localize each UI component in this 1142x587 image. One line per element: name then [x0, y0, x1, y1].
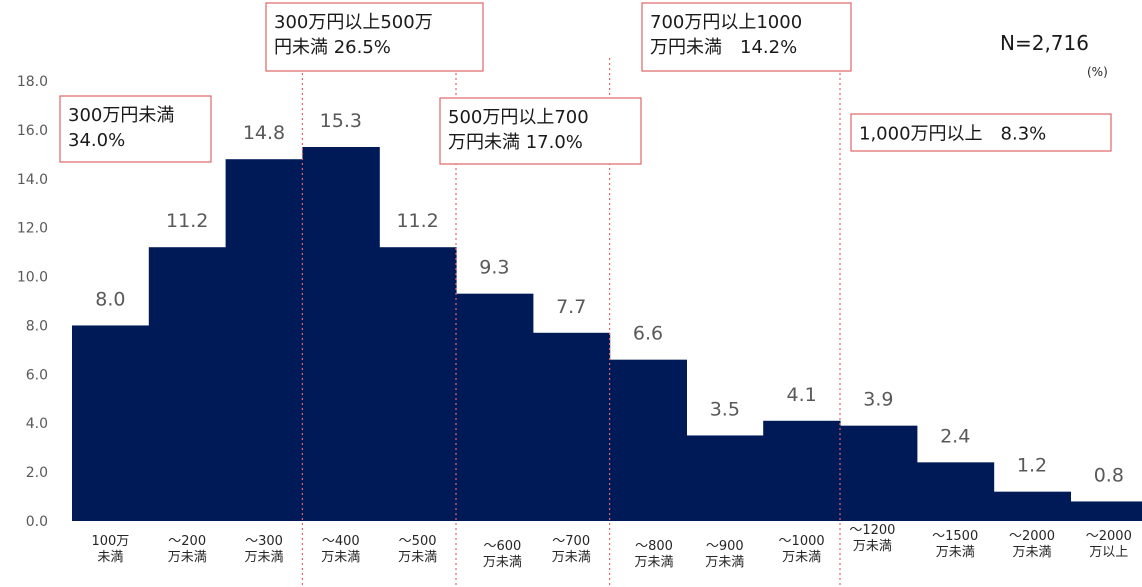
- x-category-label: ～700 万未満: [552, 534, 591, 565]
- y-tick-label: 16.0: [17, 123, 48, 139]
- y-tick-label: 8.0: [26, 318, 48, 334]
- bar: [1070, 501, 1142, 521]
- annotation-box: [59, 95, 212, 163]
- x-category-label: ～1500 万未満: [932, 529, 978, 560]
- annotation-under-300: 300万円未満 34.0%: [59, 95, 212, 163]
- sample-size-label: N=2,716: [1000, 31, 1089, 55]
- x-category-label: ～1000 万未満: [779, 534, 825, 565]
- annotation-text: 1,000万円以上 8.3%: [859, 124, 1046, 145]
- y-axis-ticks: 0.0 2.0 4.0 6.0 8.0 10.0 12.0 14.0 16.0 18.0: [17, 74, 48, 530]
- range-annotations: 300万円未満 34.0% 300万円以上500万円未満 26.5% 500万円以上7…: [59, 2, 1112, 165]
- data-label: 7.7: [556, 296, 586, 318]
- x-category-label: ～800 万未満: [634, 539, 673, 570]
- x-axis-labels: 100万未満 ～200 万未満 ～300 万未満 ～400 万未満 ～500 万未満 ～600 万未…: [91, 523, 1131, 570]
- annotation-500-700: 500万円以上700 万円未満 17.0%: [439, 97, 642, 165]
- data-label: 3.9: [863, 389, 893, 411]
- y-tick-label: 12.0: [17, 221, 48, 237]
- annotation-box: [641, 2, 852, 72]
- data-label: 2.4: [940, 425, 970, 447]
- y-tick-label: 14.0: [17, 172, 48, 188]
- bar: [456, 293, 534, 521]
- data-label: 9.3: [479, 257, 509, 279]
- data-label: 8.0: [95, 288, 125, 310]
- x-category-label: ～2000 万未満: [1009, 529, 1055, 560]
- bars: [72, 147, 1142, 521]
- data-label: 1.2: [1017, 455, 1047, 477]
- data-label: 11.2: [396, 210, 438, 232]
- unit-label: (%): [1087, 65, 1108, 79]
- bar: [148, 247, 227, 521]
- y-tick-label: 10.0: [17, 270, 48, 286]
- bar: [225, 159, 303, 521]
- annotation-text: 300万円以上500万円未満 26.5%: [274, 12, 433, 58]
- x-category-label: ～500 万未満: [398, 534, 437, 565]
- bar: [763, 420, 841, 521]
- bar: [686, 435, 764, 521]
- x-category-label: ～1200 万未満: [849, 523, 895, 554]
- bar: [840, 425, 918, 521]
- annotation-box: [265, 2, 484, 72]
- y-tick-label: 2.0: [26, 465, 48, 481]
- data-label: 11.2: [166, 210, 208, 232]
- x-category-label: ～2000 万以上: [1086, 529, 1132, 560]
- annotation-box: [439, 97, 642, 165]
- bar: [993, 491, 1071, 521]
- data-label: 14.8: [243, 122, 285, 144]
- bar: [379, 247, 457, 521]
- data-label: 4.1: [786, 384, 816, 406]
- x-category-label: ～400 万未満: [321, 534, 360, 565]
- x-category-label: ～600 万未満: [483, 539, 522, 570]
- data-label: 3.5: [710, 398, 740, 420]
- annotation-over-1000: 1,000万円以上 8.3%: [850, 113, 1112, 152]
- annotation-text: 700万円以上1000 万円未満 14.2%: [650, 12, 802, 58]
- range-dividers: [301, 58, 841, 587]
- data-label: 15.3: [320, 110, 362, 132]
- bar: [302, 147, 380, 521]
- annotation-700-1000: 700万円以上1000 万円未満 14.2%: [641, 2, 852, 72]
- x-category-label: ～900 万未満: [705, 539, 744, 570]
- bar: [916, 462, 995, 521]
- x-category-label: ～200 万未満: [168, 534, 207, 565]
- bar: [609, 359, 687, 521]
- y-tick-label: 6.0: [26, 367, 48, 383]
- annotation-text: 300万円未満 34.0%: [68, 105, 174, 151]
- y-tick-label: 4.0: [26, 416, 48, 432]
- x-category-label: 100万未満: [91, 534, 129, 565]
- bar: [532, 332, 611, 521]
- annotation-text: 500万円以上700 万円未満 17.0%: [448, 107, 589, 153]
- data-label: 6.6: [633, 323, 663, 345]
- x-category-label: ～300 万未満: [244, 534, 283, 565]
- data-label: 0.8: [1094, 464, 1124, 486]
- annotation-box: [850, 113, 1112, 152]
- y-tick-label: 18.0: [17, 74, 48, 90]
- y-tick-label: 0.0: [26, 514, 48, 530]
- annotation-300-500: 300万円以上500万円未満 26.5%: [265, 2, 484, 72]
- data-labels: 8.0 11.2 14.8 15.3 11.2 9.3 7.7 6.6 3.5 4.1 3.9 2.4…: [95, 110, 1124, 486]
- bar: [72, 325, 150, 521]
